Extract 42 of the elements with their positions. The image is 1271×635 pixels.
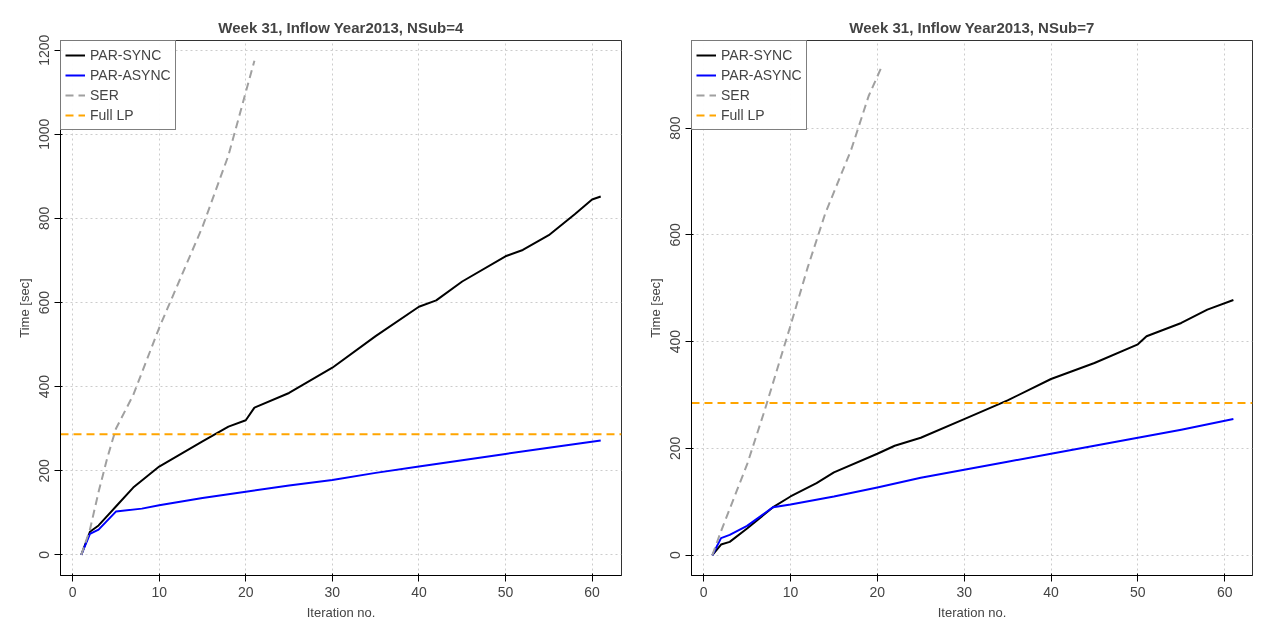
x-tick-label: 30 — [956, 583, 973, 600]
x-tick-label: 30 — [324, 583, 341, 600]
x-tick-label: 60 — [1216, 583, 1233, 600]
y-tick-label: 400 — [667, 329, 684, 354]
y-tick-label: 400 — [36, 374, 53, 399]
y-tick-label: 800 — [36, 206, 53, 231]
x-tick-label: 10 — [151, 583, 168, 600]
y-tick-label: 0 — [36, 550, 53, 559]
legend-label: SER — [90, 87, 119, 103]
legend-label: PAR-ASYNC — [721, 67, 802, 83]
x-tick-label: 0 — [699, 583, 708, 600]
x-tick-label: 10 — [782, 583, 799, 600]
y-tick-label: 1000 — [36, 118, 53, 150]
y-axis-title: Time [sec] — [16, 278, 32, 338]
x-tick-label: 60 — [584, 583, 601, 600]
chart-title: Week 31, Inflow Year2013, NSub=4 — [218, 18, 465, 36]
legend-label: PAR-ASYNC — [90, 67, 171, 83]
legend-label: PAR-SYNC — [90, 47, 162, 63]
x-tick-label: 20 — [869, 583, 886, 600]
x-tick-label: 0 — [68, 583, 77, 600]
y-tick-label: 1200 — [36, 34, 53, 66]
legend-label: Full LP — [721, 107, 765, 123]
y-tick-label: 200 — [667, 436, 684, 461]
legend-label: SER — [721, 87, 750, 103]
y-tick-label: 800 — [667, 116, 684, 140]
line-series — [711, 298, 1235, 557]
x-tick-label: 40 — [411, 583, 427, 600]
chart-title: Week 31, Inflow Year2013, NSub=7 — [849, 18, 1095, 36]
y-tick-label: 0 — [667, 551, 684, 560]
y-tick-label: 600 — [36, 290, 53, 315]
x-tick-label: 50 — [497, 583, 514, 600]
y-tick-label: 200 — [36, 458, 53, 483]
x-axis-title: Iteration no. — [937, 604, 1007, 620]
x-tick-label: 50 — [1130, 583, 1146, 600]
x-tick-label: 20 — [237, 583, 254, 600]
y-tick-label: 600 — [667, 222, 684, 247]
x-axis-title: Iteration no. — [306, 604, 376, 620]
legend-label: PAR-SYNC — [721, 47, 793, 63]
line-series — [80, 59, 256, 556]
legend-label: Full LP — [90, 107, 134, 123]
y-axis-title: Time [sec] — [647, 278, 663, 338]
x-tick-label: 40 — [1043, 583, 1060, 600]
